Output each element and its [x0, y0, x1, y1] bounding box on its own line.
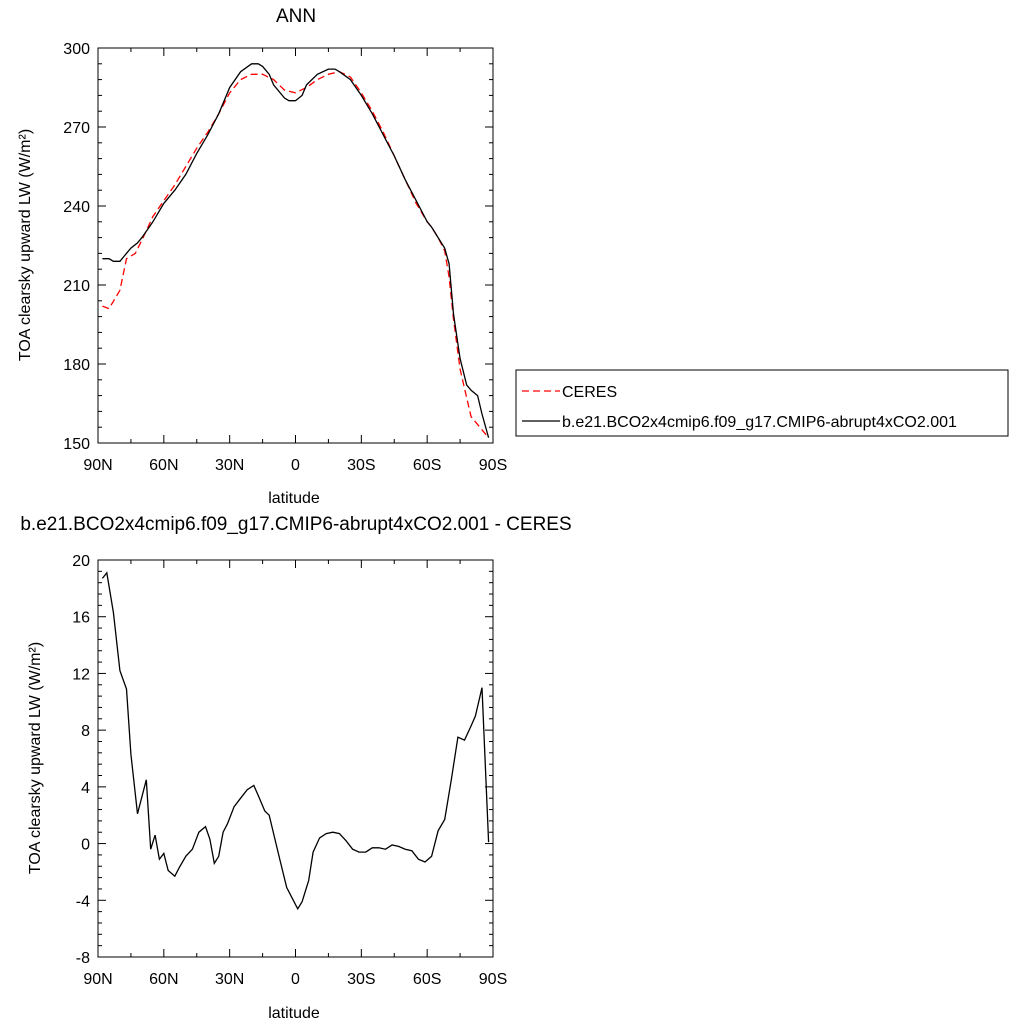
- top-y-tick-label: 300: [63, 41, 90, 58]
- bottom-ticks-group: 90N 60N 30N 0 30S 60S 90S -8 -4 0 4 8 12 16 20: [72, 553, 507, 988]
- top-panel: ANN 90N 60N 30N 0 30S 60S 90S 150 180 210 240 270 30…: [17, 6, 507, 507]
- legend-box: [515, 369, 1009, 437]
- top-x-tick-label: 60N: [149, 457, 178, 474]
- top-y-axis-label: TOA clearsky upward LW (W/m²): [17, 129, 34, 361]
- top-x-tick-label: 30N: [215, 457, 244, 474]
- bottom-plot-frame: [97, 559, 494, 958]
- legend-label-model: b.e21.BCO2x4cmip6.f09_g17.CMIP6-abrupt4x…: [562, 414, 957, 431]
- bottom-y-tick-label: 8: [81, 723, 90, 740]
- top-series-line-1: [102, 63, 490, 438]
- bottom-series-group: [101, 571, 490, 911]
- bottom-y-tick-label: -4: [76, 893, 90, 910]
- bottom-x-tick-label: 60S: [413, 971, 441, 988]
- top-y-tick-label: 270: [63, 120, 90, 137]
- top-y-tick-label: 180: [63, 357, 90, 374]
- bottom-series-line-0: [101, 571, 490, 911]
- bottom-x-axis-label: latitude: [268, 1005, 320, 1022]
- bottom-x-tick-label: 90N: [83, 971, 112, 988]
- top-y-tick-label: 210: [63, 278, 90, 295]
- bottom-x-tick-label: 90S: [479, 971, 507, 988]
- top-x-axis-label: latitude: [268, 490, 320, 507]
- top-chart-title: ANN: [276, 6, 316, 27]
- bottom-y-tick-label: 20: [72, 553, 90, 570]
- bottom-panel: b.e21.BCO2x4cmip6.f09_g17.CMIP6-abrupt4x…: [20, 514, 571, 1022]
- bottom-x-tick-label: 0: [291, 971, 300, 988]
- top-x-tick-label: 0: [291, 457, 300, 474]
- bottom-chart-title: b.e21.BCO2x4cmip6.f09_g17.CMIP6-abrupt4x…: [20, 514, 571, 535]
- top-plot-frame: [97, 47, 494, 444]
- top-x-tick-label: 90N: [83, 457, 112, 474]
- bottom-y-tick-label: -8: [76, 950, 90, 967]
- top-x-tick-label: 90S: [479, 457, 507, 474]
- bottom-y-axis-label: TOA clearsky upward LW (W/m²): [27, 642, 44, 874]
- bottom-y-tick-label: 12: [72, 666, 90, 683]
- bottom-y-tick-label: 16: [72, 610, 90, 627]
- bottom-x-tick-label: 30S: [347, 971, 375, 988]
- legend: CERES b.e21.BCO2x4cmip6.f09_g17.CMIP6-ab…: [515, 369, 1009, 437]
- bottom-y-tick-label: 4: [81, 780, 90, 797]
- bottom-x-tick-label: 30N: [215, 971, 244, 988]
- top-x-tick-label: 30S: [347, 457, 375, 474]
- top-y-tick-label: 240: [63, 199, 90, 216]
- top-y-tick-label: 150: [63, 436, 90, 453]
- top-x-tick-label: 60S: [413, 457, 441, 474]
- top-ticks-group: 90N 60N 30N 0 30S 60S 90S 150 180 210 240 270 300: [63, 41, 507, 474]
- legend-label-ceres: CERES: [562, 384, 617, 401]
- top-series-group: [102, 63, 490, 439]
- top-series-line-0: [102, 71, 490, 439]
- bottom-x-tick-label: 60N: [149, 971, 178, 988]
- bottom-y-tick-label: 0: [81, 837, 90, 854]
